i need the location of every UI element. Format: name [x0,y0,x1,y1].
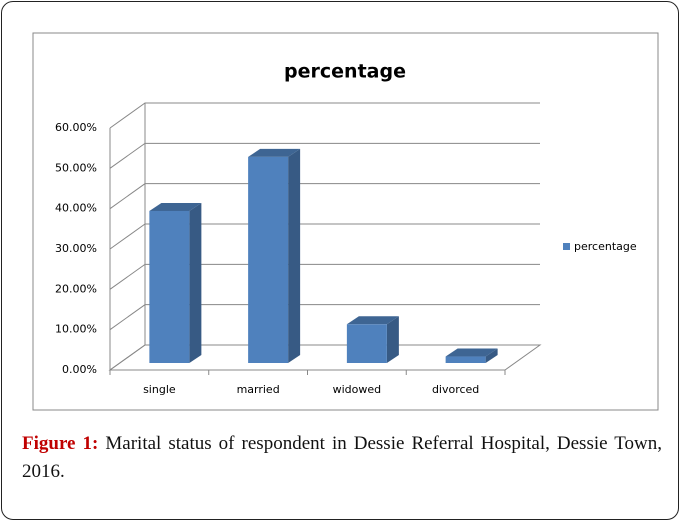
legend-swatch [563,243,570,250]
bar-top [149,202,202,211]
chart-title: percentage [284,61,406,83]
legend-label: percentage [574,240,637,253]
bar-side [386,316,399,363]
x-tick-label: single [143,383,176,396]
x-tick-label: married [237,383,280,396]
caption-text: Marital status of respondent in Dessie R… [22,433,662,482]
y-tick-label: 0.00% [62,363,97,376]
bar-side [288,148,301,363]
grid-line [109,344,540,371]
bar-side [485,348,498,363]
grid-line [109,304,540,331]
caption: Figure 1: Marital status of respondent i… [22,430,662,486]
bar-top [346,316,399,325]
y-tick-label: 30.00% [55,242,97,255]
x-tick-label: widowed [333,383,382,396]
y-tick-label: 60.00% [55,121,97,134]
bar-side [189,202,202,363]
y-tick-label: 10.00% [55,323,97,336]
bar-top [445,348,498,357]
y-tick-label: 20.00% [55,282,97,295]
bar [445,356,486,363]
bar-top [248,148,301,157]
y-tick-label: 50.00% [55,161,97,174]
caption-label: Figure 1: [22,433,99,454]
y-tick-label: 40.00% [55,202,97,215]
chart-area [32,32,659,411]
grid-line [109,183,540,210]
grid-line [109,102,540,129]
x-tick-label: divorced [432,383,479,396]
grid-line [109,223,540,250]
bar [346,324,387,363]
grid-line [109,142,540,169]
bar [248,156,289,363]
grid-line [109,263,540,290]
bar [149,210,190,363]
